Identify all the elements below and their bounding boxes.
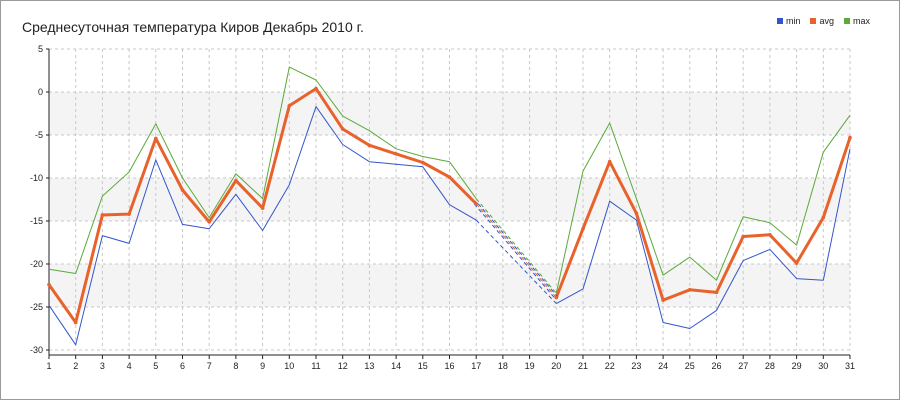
x-tick-label: 16 xyxy=(444,361,454,371)
x-tick-label: 12 xyxy=(338,361,348,371)
data-point-avg xyxy=(554,295,559,300)
x-tick-label: 20 xyxy=(551,361,561,371)
x-tick-label: 1 xyxy=(46,361,51,371)
x-tick-label: 10 xyxy=(284,361,294,371)
x-tick-label: 11 xyxy=(311,361,320,371)
legend-label-max: max xyxy=(852,16,870,26)
legend-item-avg: avg xyxy=(810,16,834,26)
data-point-avg xyxy=(100,213,105,217)
x-tick-label: 13 xyxy=(364,361,374,371)
legend-label-avg: avg xyxy=(819,16,834,26)
x-tick-label: 15 xyxy=(418,361,428,371)
y-tick-label: -15 xyxy=(30,216,43,226)
x-tick-label: 27 xyxy=(738,361,748,371)
series-gap-min xyxy=(475,219,557,304)
data-point-avg xyxy=(768,232,772,237)
legend-label-min: min xyxy=(785,16,801,26)
data-point-avg xyxy=(314,86,318,91)
data-point-avg xyxy=(821,215,826,220)
data-point-avg xyxy=(794,261,799,265)
x-tick-label: 19 xyxy=(525,361,535,371)
chart-legend: min avg max xyxy=(776,16,870,26)
y-tick-label: -10 xyxy=(30,173,43,183)
data-point-avg xyxy=(741,234,745,239)
x-tick-label: 4 xyxy=(127,361,132,371)
series-line-max xyxy=(48,66,477,274)
data-point-avg xyxy=(421,160,425,165)
x-tick-label: 24 xyxy=(658,361,668,371)
x-tick-label: 7 xyxy=(207,361,212,371)
data-point-avg xyxy=(848,135,852,140)
x-tick-label: 14 xyxy=(391,361,401,371)
data-point-avg xyxy=(634,211,639,216)
x-tick-label: 25 xyxy=(685,361,695,371)
x-tick-label: 3 xyxy=(100,361,105,371)
x-tick-label: 5 xyxy=(153,361,158,371)
data-point-avg xyxy=(47,282,51,287)
x-tick-label: 22 xyxy=(605,361,615,371)
data-point-avg xyxy=(474,202,479,206)
data-point-avg xyxy=(394,152,398,156)
x-tick-label: 18 xyxy=(498,361,508,371)
legend-item-max: max xyxy=(843,16,870,26)
legend-item-min: min xyxy=(776,16,801,26)
series-line-min xyxy=(556,148,851,329)
y-tick-label: -25 xyxy=(30,302,43,312)
data-point-avg xyxy=(581,226,585,231)
series-line-min xyxy=(48,106,477,346)
legend-swatch-max xyxy=(843,18,850,24)
data-point-avg xyxy=(180,188,185,192)
data-point-avg xyxy=(287,103,292,108)
y-tick-label: -5 xyxy=(35,130,43,140)
x-tick-label: 6 xyxy=(180,361,185,371)
data-point-avg xyxy=(367,143,372,148)
series-line-max xyxy=(555,114,851,294)
x-tick-label: 9 xyxy=(260,361,265,371)
chart-title: Среднесуточная температура Киров Декабрь… xyxy=(22,19,364,35)
series-lines xyxy=(47,66,852,346)
legend-swatch-min xyxy=(776,18,783,24)
x-tick-label: 30 xyxy=(818,361,828,371)
y-axis-ticks: 5 0 -5 -10 -15 -20 -25 -30 xyxy=(30,44,49,355)
x-tick-label: 21 xyxy=(578,361,588,371)
x-tick-label: 26 xyxy=(711,361,721,371)
y-tick-label: 5 xyxy=(38,44,43,54)
data-point-avg xyxy=(154,136,158,141)
x-tick-label: 23 xyxy=(631,361,641,371)
legend-swatch-avg xyxy=(810,18,817,24)
y-tick-label: -20 xyxy=(30,259,43,269)
y-tick-label: 0 xyxy=(38,87,43,97)
x-tick-label: 8 xyxy=(233,361,238,371)
data-point-avg xyxy=(714,290,719,295)
y-tick-label: -30 xyxy=(30,345,43,355)
x-tick-label: 29 xyxy=(792,361,802,371)
data-point-avg xyxy=(127,212,131,216)
data-point-avg xyxy=(73,320,78,325)
data-point-avg xyxy=(234,178,238,183)
series-line-avg xyxy=(554,137,852,302)
x-tick-label: 28 xyxy=(765,361,775,371)
data-point-avg xyxy=(447,175,452,179)
data-point-avg xyxy=(661,298,665,302)
data-point-avg xyxy=(207,220,211,224)
data-point-avg xyxy=(688,288,692,292)
x-tick-label: 2 xyxy=(73,361,78,371)
data-point-avg xyxy=(340,127,345,131)
x-axis-ticks: 1 2 3 4 5 6 7 8 9 10 11 12 13 14 15 16 17 18 19 20 21 22 23 24 2… xyxy=(46,355,855,371)
x-tick-label: 17 xyxy=(471,361,481,371)
x-tick-label: 31 xyxy=(845,361,855,371)
data-point-avg xyxy=(607,159,612,164)
data-point-avg xyxy=(260,206,265,210)
